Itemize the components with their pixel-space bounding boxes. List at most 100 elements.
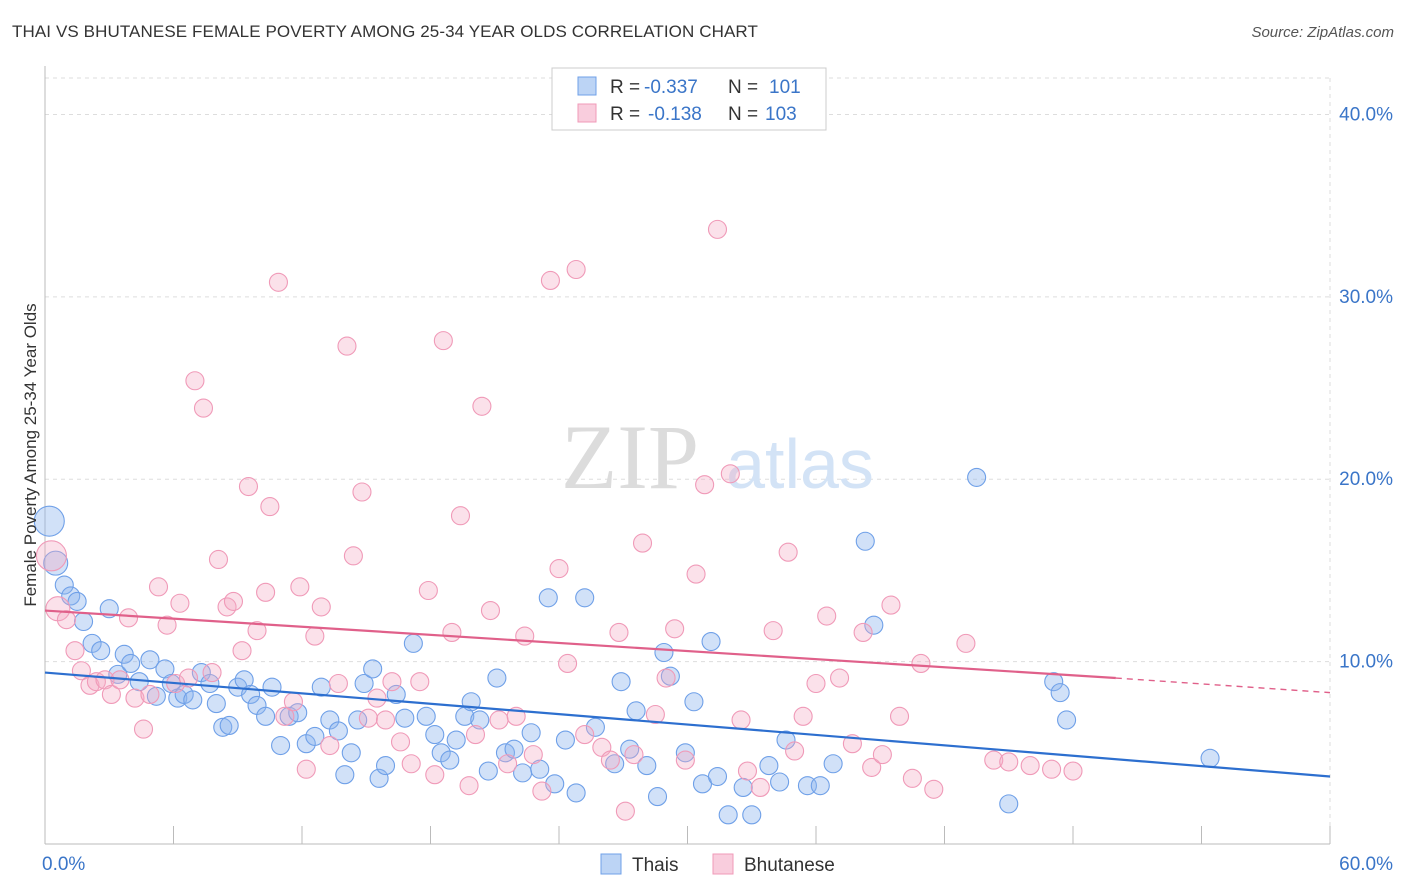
thais-point-40: [341, 743, 361, 763]
bhutanese-point-46: [390, 732, 411, 752]
thais-point-5: [74, 611, 94, 632]
y-axis-label: Female Poverty Among 25-34 Year Olds: [21, 303, 40, 606]
bhutanese-point-32: [283, 692, 303, 712]
bhutanese-point-63: [532, 781, 552, 801]
bhutanese-point-76: [656, 668, 676, 688]
thais-point-14: [146, 686, 166, 706]
bhutanese-point-50: [425, 765, 445, 785]
bhutanese-point-65: [549, 559, 569, 579]
bhutanese-point-15: [157, 615, 177, 635]
bhutanese-point-14: [148, 577, 169, 597]
bhutanese-point-85: [750, 777, 770, 798]
bhutanese-point-24: [223, 591, 244, 611]
thais-point-93: [864, 615, 884, 635]
bhutanese-point-34: [296, 759, 316, 779]
bhutanese-point-100: [911, 653, 931, 673]
thais-point-47: [395, 708, 415, 728]
thais-point-38: [328, 721, 348, 741]
thais-point-57: [478, 761, 498, 781]
bhutanese-point-96: [872, 745, 892, 765]
bhutanese-point-12: [133, 719, 154, 739]
bhutanese-point-47: [401, 754, 421, 774]
legend-bottom-label-bhutanese: Bhutanese: [744, 855, 835, 876]
bhutanese-point-52: [442, 622, 462, 642]
legend-r-label-thais: R =: [610, 77, 640, 98]
thais-point-85: [742, 805, 762, 825]
bhutanese-point-58: [489, 710, 509, 730]
thais-point-87: [770, 772, 790, 792]
thais-point-23: [213, 717, 233, 737]
bhutanese-point-20: [193, 398, 214, 418]
thais-point-13: [140, 650, 160, 670]
legend-n-label-thais: N =: [728, 77, 758, 98]
bhutanese-point-39: [337, 336, 357, 356]
thais-point-76: [654, 642, 674, 663]
bhutanese-point-36: [311, 597, 331, 617]
thais-point-62: [521, 723, 541, 743]
thais-point-92: [855, 531, 875, 551]
legend-top: R = -0.337 N = 101 R = -0.138 N = 103: [551, 67, 827, 131]
bhutanese-point-79: [686, 564, 706, 584]
bhutanese-point-31: [275, 706, 295, 726]
thais-point-94: [967, 467, 987, 487]
bhutanese-point-25: [232, 641, 252, 661]
bhutanese-point-70: [600, 750, 620, 770]
legend-bottom-label-thais: Thais: [632, 855, 678, 876]
legend-n-value-bhutanese: 103: [765, 104, 797, 125]
legend-n-value-thais: 101: [769, 77, 801, 98]
thais-point-69: [585, 717, 605, 737]
bhutanese-point-54: [459, 776, 479, 796]
bhutanese-point-66: [558, 653, 578, 673]
bhutanese-point-106: [1042, 759, 1062, 779]
bhutanese-point-88: [785, 741, 805, 761]
thais-point-78: [675, 743, 695, 763]
bhutanese-point-72: [615, 801, 635, 821]
trend-lines: [44, 609, 1331, 778]
chart-title: THAI VS BHUTANESE FEMALE POVERTY AMONG 2…: [12, 22, 758, 41]
bhutanese-point-75: [645, 704, 665, 725]
thais-point-11: [121, 653, 141, 673]
thais-trend-line: [44, 671, 1331, 778]
bhutanese-point-57: [480, 601, 501, 621]
y-tick-label-30.0%: 30.0%: [1339, 287, 1393, 308]
bhutanese-point-87: [778, 542, 798, 562]
bhutanese-point-91: [817, 606, 837, 626]
bhutanese-point-21: [202, 663, 222, 683]
legend-r-label-bhutanese: R =: [610, 104, 640, 125]
thais-point-71: [611, 672, 631, 692]
bhutanese-point-59: [498, 754, 518, 774]
bhutanese-point-40: [343, 546, 363, 566]
thais-point-84: [733, 777, 753, 798]
thais-point-31: [271, 735, 291, 756]
legend-bottom-swatch-bhutanese: [712, 853, 734, 875]
thais-point-50: [425, 725, 445, 745]
thais-point-91: [823, 754, 843, 774]
thais-point-46: [386, 684, 406, 704]
thais-point-52: [440, 750, 460, 770]
bhutanese-point-64: [540, 270, 560, 290]
thais-point-99: [1200, 748, 1220, 768]
thais-point-7: [91, 641, 111, 661]
thais-point-96: [1044, 672, 1064, 692]
thais-point-19: [183, 690, 203, 710]
x-tick-label-end: 60.0%: [1339, 854, 1393, 875]
bhutanese-point-37: [320, 735, 340, 756]
y-tick-label-10.0%: 10.0%: [1339, 652, 1393, 673]
bhutanese-point-10: [118, 608, 139, 628]
thais-point-49: [416, 706, 436, 726]
bhutanese-point-99: [902, 768, 922, 788]
legend-n-label-bhutanese: N =: [728, 104, 758, 125]
bhutanese-point-89: [793, 706, 813, 726]
thais-point-95: [999, 794, 1019, 814]
bhutanese-point-105: [1020, 756, 1040, 776]
legend-r-value-bhutanese: -0.138: [648, 104, 702, 125]
bhutanese-point-81: [707, 219, 728, 239]
bhutanese-point-45: [382, 672, 402, 692]
watermark-zip: ZIP: [561, 406, 699, 508]
bhutanese-point-92: [830, 668, 850, 688]
bhutanese-point-56: [472, 396, 492, 416]
legend-bottom-swatch-thais: [600, 853, 622, 875]
thais-point-53: [446, 730, 466, 750]
bhutanese-point-104: [999, 752, 1019, 772]
thais-point-67: [566, 783, 586, 803]
